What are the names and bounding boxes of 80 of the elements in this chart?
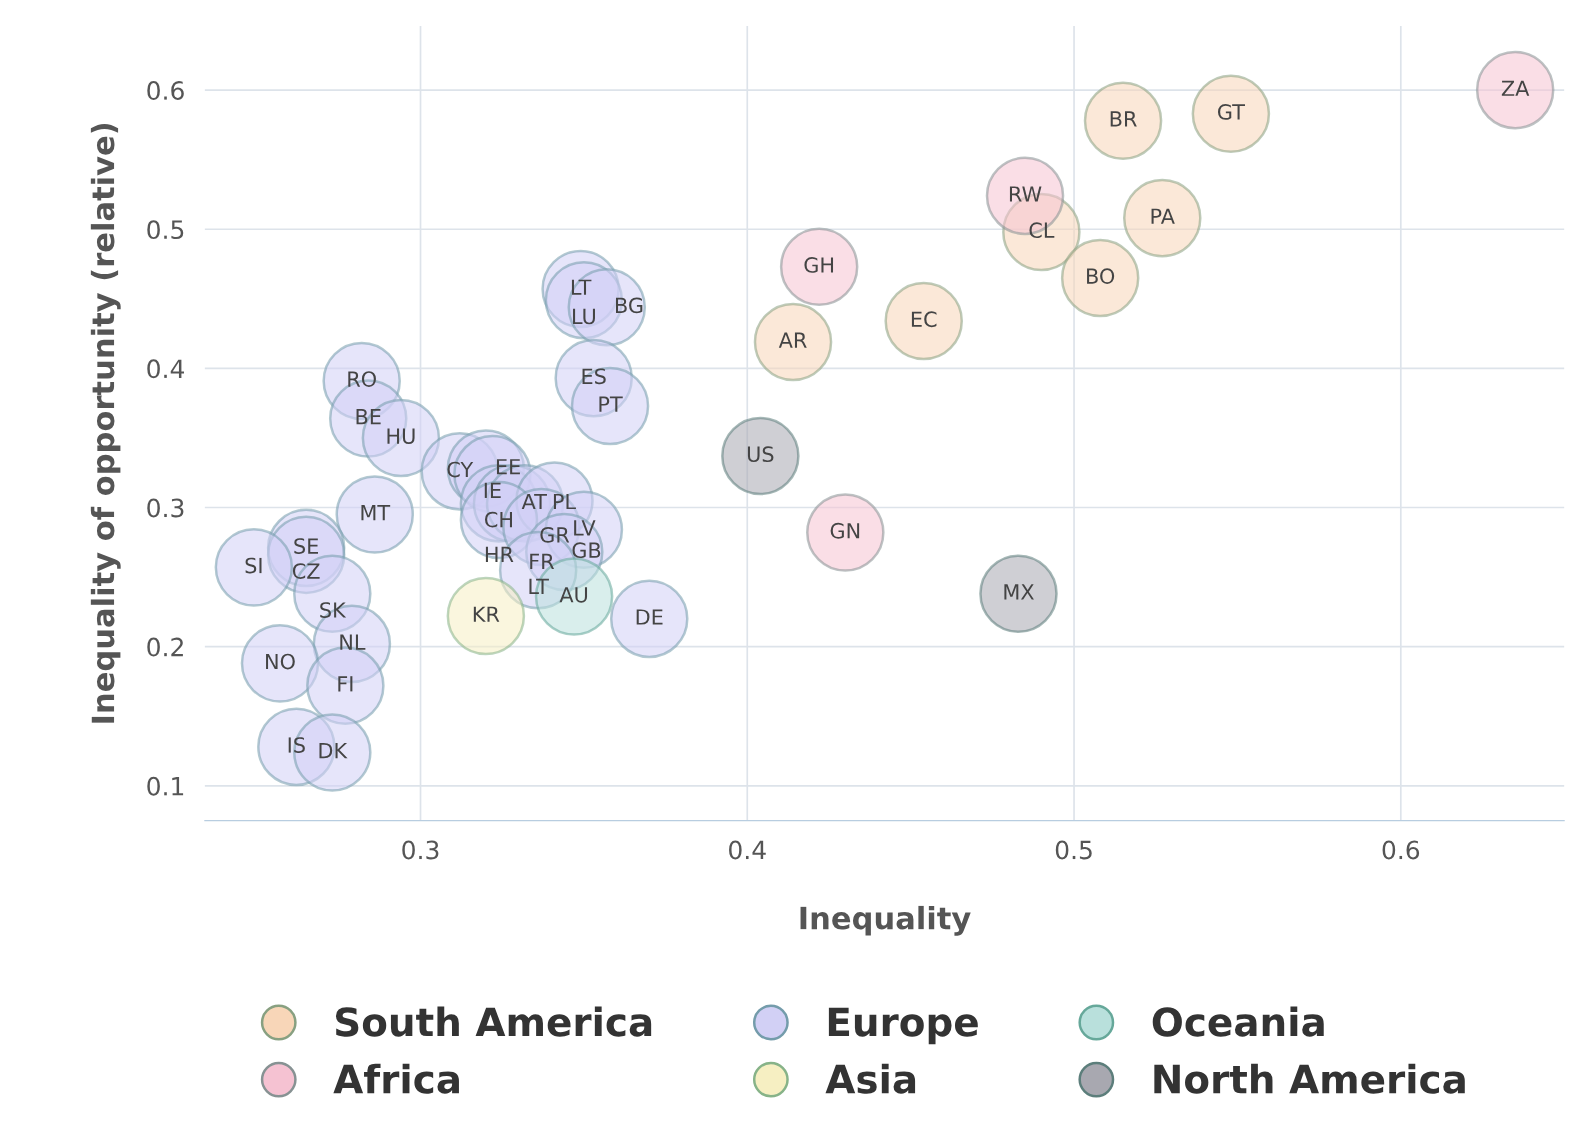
annotation: AT: [521, 493, 547, 510]
legend-label: North America: [1154, 1063, 1465, 1094]
y-tick-label: 0.6: [147, 81, 184, 100]
point: [335, 475, 415, 554]
y-tick-label: 0.5: [147, 220, 184, 240]
annotation: GN: [830, 522, 860, 539]
annotation: ZA: [1501, 80, 1530, 96]
annotation: NL: [340, 634, 366, 650]
annotation: EE: [496, 459, 520, 475]
annotation: CY: [447, 461, 474, 478]
x-tick-label: 0.4: [729, 840, 766, 860]
annotation: PL: [553, 493, 576, 510]
point: [779, 227, 859, 307]
annotation: LT: [571, 279, 592, 295]
annotation: BE: [356, 409, 381, 425]
annotation: MX: [1004, 584, 1034, 600]
annotation: FI: [338, 676, 353, 692]
point: [979, 554, 1058, 634]
legend-label: Europe: [828, 1007, 978, 1045]
annotation: AR: [778, 332, 807, 348]
annotation: EC: [911, 311, 937, 328]
annotation: HU: [387, 428, 415, 445]
point: [214, 528, 294, 607]
annotation: SE: [294, 538, 319, 554]
x-tick-label: 0.3: [402, 840, 439, 860]
annotation: PT: [599, 396, 623, 412]
annotation: US: [747, 446, 774, 463]
x-tick-label: 0.5: [1055, 840, 1092, 860]
y-tick-label: 0.4: [147, 359, 185, 379]
annotation: CZ: [292, 563, 320, 579]
annotation: FR: [530, 553, 555, 569]
annotation: AU: [559, 587, 588, 603]
annotation: GR: [540, 526, 570, 543]
point: [753, 302, 833, 382]
point: [240, 624, 320, 703]
annotation: CH: [485, 511, 512, 528]
y-axis-title: Inequality of opportunity (relative): [90, 123, 121, 723]
annotation: GB: [572, 542, 601, 559]
point: [1083, 81, 1163, 161]
annotation: HR: [485, 546, 514, 562]
annotation: GT: [1218, 104, 1245, 120]
x-axis-title: Inequality: [800, 905, 971, 936]
annotation: IS: [288, 737, 305, 753]
x-tick-label: 0.6: [1382, 840, 1420, 860]
annotation: BG: [616, 297, 643, 314]
annotation: DE: [636, 609, 663, 625]
annotation: IE: [484, 482, 501, 498]
point: [1475, 50, 1555, 130]
y-tick-label: 0.3: [147, 498, 184, 518]
y-tick-label: 0.2: [147, 637, 183, 657]
legend-label: Africa: [333, 1063, 459, 1094]
annotation: KR: [473, 606, 500, 622]
annotation: ES: [582, 368, 606, 385]
annotation: SI: [245, 557, 262, 574]
annotation: RO: [348, 371, 376, 387]
point: [806, 493, 885, 572]
annotation: BO: [1087, 268, 1115, 284]
annotation: NO: [266, 653, 295, 670]
annotation: LU: [573, 308, 595, 325]
annotation: BR: [1110, 111, 1137, 127]
legend-label: Oceania: [1152, 1006, 1324, 1037]
annotation: SK: [320, 602, 347, 618]
annotation: DK: [319, 742, 348, 759]
annotation: PA: [1151, 208, 1175, 224]
point: [446, 576, 526, 656]
point: [1060, 238, 1140, 318]
legend-label: Asia: [825, 1063, 916, 1094]
annotation: CL: [1029, 222, 1055, 239]
annotation: MT: [361, 505, 391, 521]
point: [884, 281, 964, 361]
annotation: GH: [804, 257, 834, 273]
annotation: LT: [529, 578, 549, 594]
legend-label: South America: [335, 1006, 652, 1037]
point: [1191, 74, 1271, 154]
annotation: LV: [574, 520, 596, 536]
point: [1122, 178, 1202, 258]
y-tick-label: 0.1: [147, 776, 184, 796]
annotation: RW: [1009, 186, 1042, 202]
point: [609, 579, 689, 659]
point: [721, 416, 800, 496]
